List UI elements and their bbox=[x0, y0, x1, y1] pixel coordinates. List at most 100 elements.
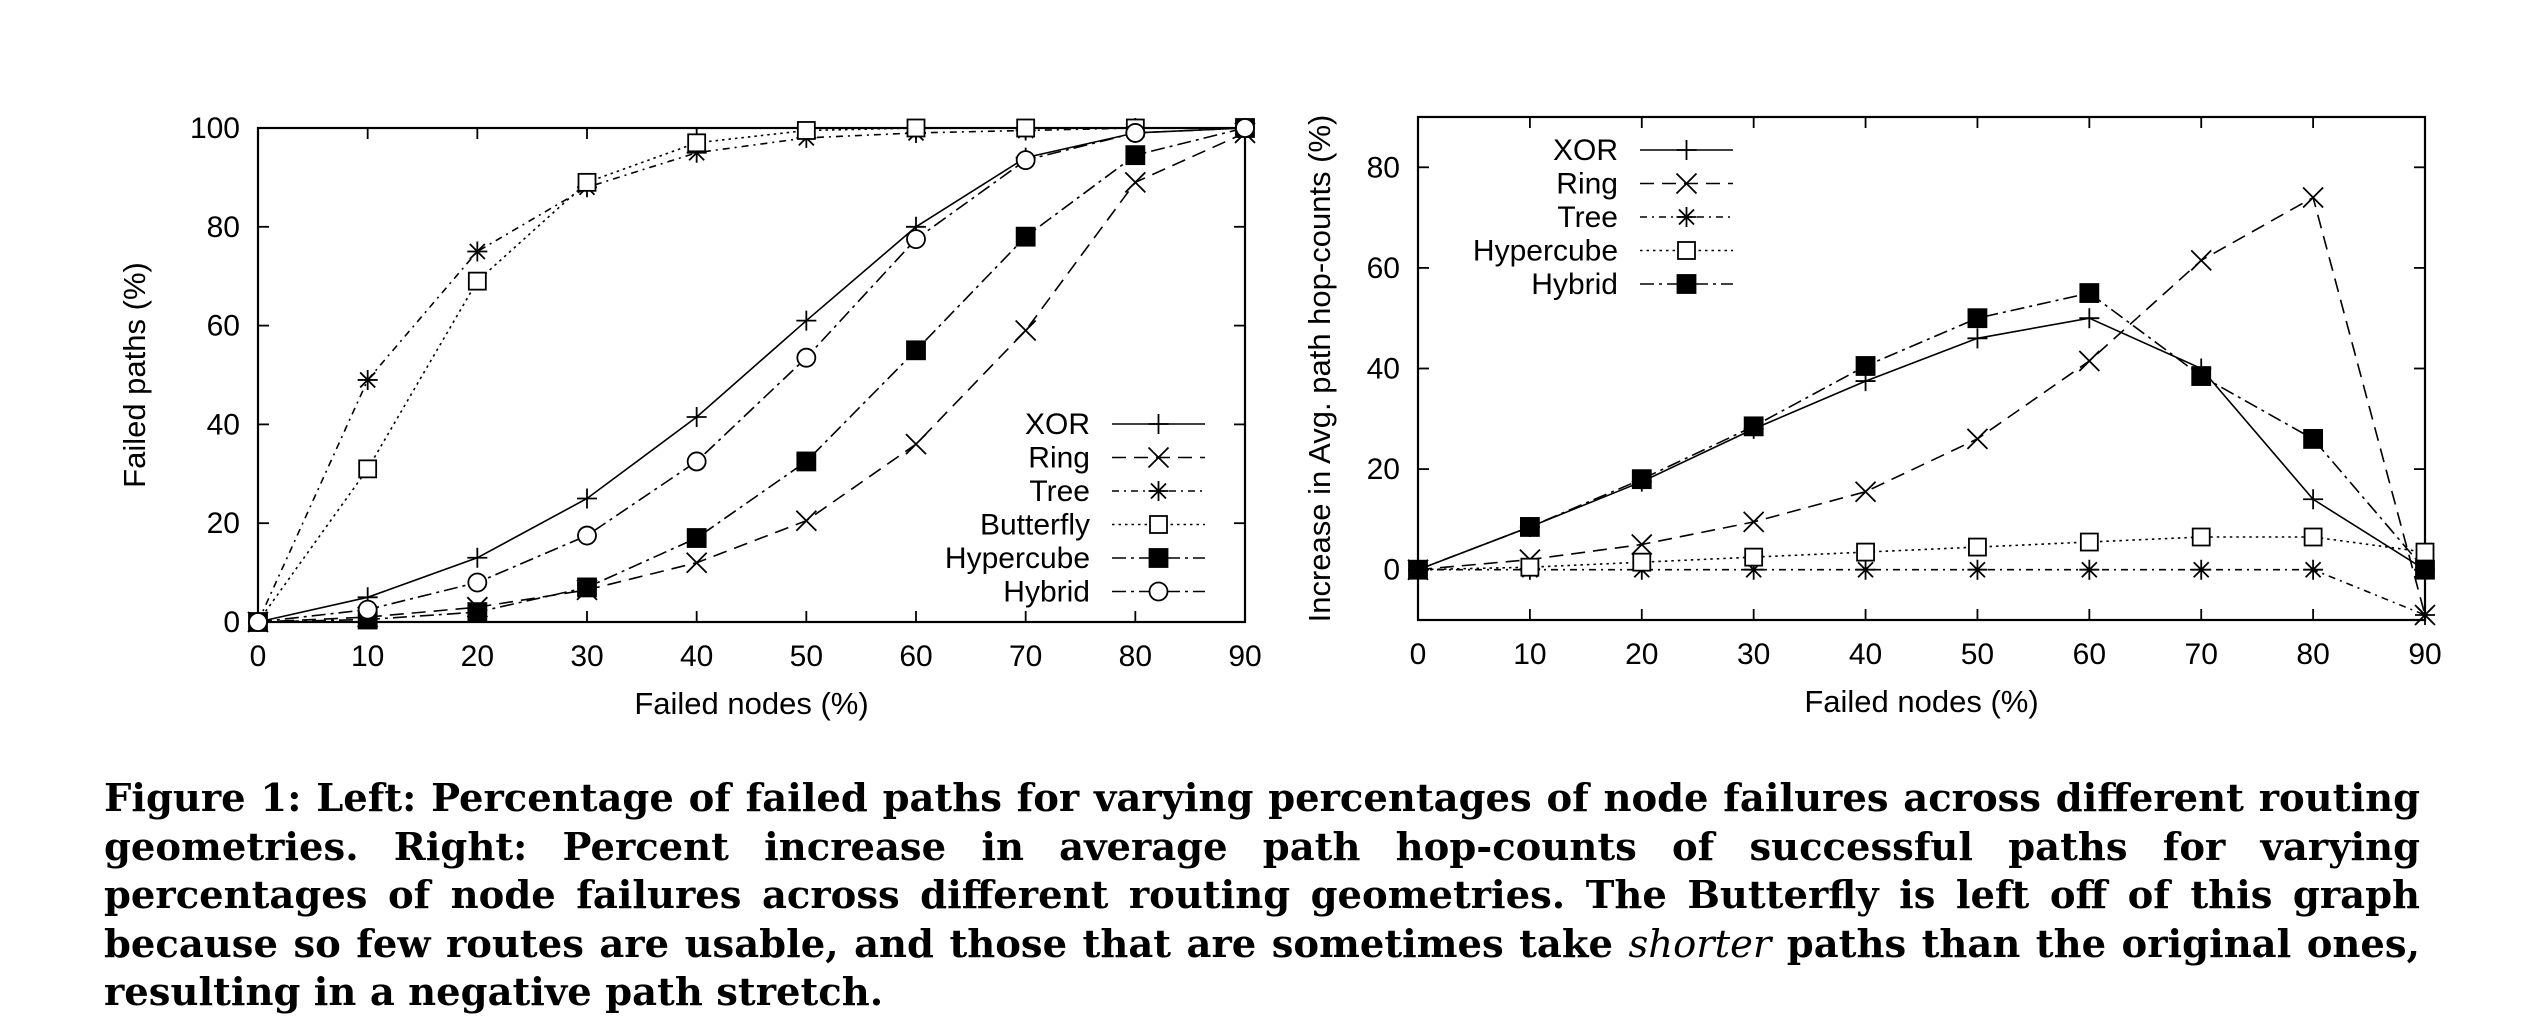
series-xor bbox=[1408, 308, 2435, 580]
legend-marker bbox=[1675, 172, 1698, 195]
data-point bbox=[1520, 557, 1540, 577]
data-point bbox=[2191, 527, 2211, 547]
legend-marker bbox=[1147, 446, 1170, 469]
x-tick-label: 50 bbox=[790, 640, 823, 673]
x-tick-label: 0 bbox=[1410, 638, 1427, 671]
y-tick-label: 60 bbox=[1367, 252, 1400, 285]
y-axis-label: Increase in Avg. path hop-counts (%) bbox=[1302, 115, 1337, 623]
data-point bbox=[2303, 559, 2324, 580]
y-tick-label: 60 bbox=[207, 310, 240, 343]
legend-label: Hybrid bbox=[1531, 268, 1618, 301]
series-tree bbox=[248, 118, 1255, 632]
y-tick-label: 80 bbox=[207, 211, 240, 244]
data-point bbox=[1125, 123, 1146, 143]
legend-label: Butterfly bbox=[980, 509, 1090, 542]
data-point bbox=[1967, 308, 1988, 329]
data-point bbox=[1854, 481, 1877, 503]
x-tick-label: 80 bbox=[2296, 638, 2329, 671]
x-tick-label: 10 bbox=[351, 640, 384, 673]
caption-text-part1: Figure 1: Left: Percentage of failed pat… bbox=[104, 776, 2420, 967]
x-tick-label: 40 bbox=[680, 640, 713, 673]
legend-marker bbox=[1148, 414, 1169, 434]
data-point bbox=[795, 510, 817, 532]
data-point bbox=[357, 599, 378, 620]
data-point bbox=[577, 488, 597, 509]
data-point bbox=[2078, 350, 2100, 372]
series-line bbox=[257, 127, 1245, 623]
data-point bbox=[1632, 552, 1652, 572]
data-point bbox=[1125, 145, 1146, 166]
x-tick-label: 90 bbox=[2408, 638, 2441, 671]
series-line bbox=[1418, 568, 2426, 616]
legend-label: Tree bbox=[1557, 201, 1618, 234]
data-point bbox=[1016, 118, 1036, 138]
series-line bbox=[257, 127, 1246, 623]
data-point bbox=[2303, 429, 2324, 449]
x-tick-label: 30 bbox=[570, 640, 603, 673]
series-butterfly bbox=[248, 118, 1255, 632]
series-line bbox=[257, 127, 1246, 623]
legend-label: Hypercube bbox=[1473, 235, 1618, 268]
x-tick-label: 70 bbox=[2185, 638, 2218, 671]
data-point bbox=[1855, 356, 1876, 376]
series-xor bbox=[248, 118, 1255, 632]
x-axis-label: Failed nodes (%) bbox=[634, 686, 868, 721]
x-tick-label: 30 bbox=[1737, 638, 1770, 671]
data-point bbox=[467, 271, 487, 291]
legend-label: Hybrid bbox=[1003, 576, 1090, 609]
right-chart: 0 10 20 30 40 50 60 70 80 90 0 20 40 60 80 Failed nodes… bbox=[1302, 115, 2442, 719]
data-point bbox=[467, 572, 488, 593]
x-tick-label: 20 bbox=[1625, 638, 1658, 671]
y-tick-label: 80 bbox=[1367, 151, 1400, 184]
data-point bbox=[796, 310, 817, 331]
x-tick-label: 10 bbox=[1513, 638, 1546, 671]
data-point bbox=[577, 172, 597, 192]
x-tick-label: 60 bbox=[899, 640, 932, 673]
y-tick-label: 0 bbox=[223, 606, 240, 639]
data-point bbox=[357, 369, 378, 390]
data-point bbox=[686, 142, 707, 163]
y-tick-label: 100 bbox=[190, 112, 240, 145]
y-tick-label: 40 bbox=[207, 408, 240, 441]
data-point bbox=[2303, 489, 2324, 510]
caption-emphasis: shorter bbox=[1628, 921, 1772, 967]
x-tick-label: 70 bbox=[1009, 640, 1042, 673]
caption-text-part2: paths than the original ones, resulting … bbox=[104, 921, 2420, 1016]
data-point bbox=[1519, 517, 1540, 537]
data-point bbox=[1966, 428, 1989, 450]
data-point bbox=[467, 241, 488, 262]
x-tick-label: 90 bbox=[1228, 640, 1261, 673]
data-point bbox=[577, 525, 597, 546]
series-hybrid bbox=[1408, 283, 2435, 580]
series-tree bbox=[1408, 559, 2435, 625]
data-point bbox=[2079, 559, 2100, 580]
data-point bbox=[1235, 118, 1255, 138]
y-tick-label: 20 bbox=[1367, 453, 1400, 486]
legend-label: XOR bbox=[1553, 134, 1618, 167]
data-point bbox=[2191, 366, 2212, 386]
data-point bbox=[687, 133, 707, 153]
legend-marker bbox=[1149, 515, 1168, 534]
legend-label: Tree bbox=[1029, 475, 1090, 508]
series-line bbox=[1417, 536, 2426, 571]
data-point bbox=[1631, 533, 1653, 556]
legend-label: Ring bbox=[1028, 442, 1090, 475]
data-point bbox=[1855, 559, 1876, 580]
data-point bbox=[2190, 249, 2212, 271]
legend-marker bbox=[1148, 548, 1169, 568]
data-point bbox=[2303, 527, 2323, 547]
legend-marker bbox=[1148, 481, 1169, 501]
data-point bbox=[1743, 511, 1765, 533]
legend-marker bbox=[1676, 140, 1697, 160]
data-point bbox=[2079, 308, 2100, 329]
x-tick-label: 40 bbox=[1849, 638, 1882, 671]
data-point bbox=[577, 577, 597, 598]
data-point bbox=[1124, 171, 1146, 193]
data-point bbox=[796, 121, 816, 140]
legend-label: Hypercube bbox=[945, 542, 1090, 575]
data-point bbox=[358, 459, 378, 479]
data-point bbox=[1015, 319, 1037, 342]
